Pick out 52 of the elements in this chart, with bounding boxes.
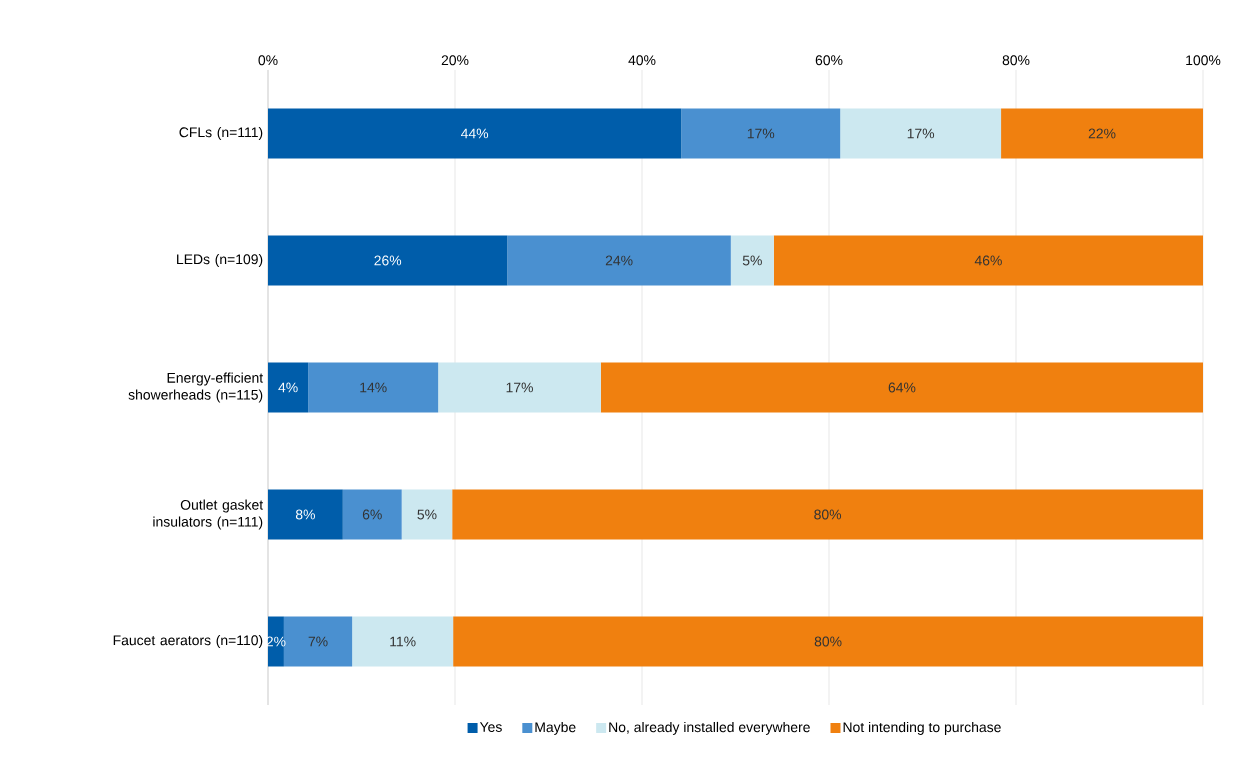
bar: [600, 362, 1204, 413]
bar: [438, 362, 601, 413]
y-tick-label: LEDs (n=109): [177, 254, 263, 267]
data-label: 8%: [295, 509, 315, 520]
bar: [452, 489, 1204, 540]
bar: [352, 616, 454, 667]
bar: [268, 489, 343, 540]
legend-label: Not intending to purchase: [843, 721, 1001, 735]
x-tick-label: 100%: [1186, 55, 1221, 66]
data-label: 44%: [461, 128, 489, 139]
bar: [1001, 108, 1204, 159]
y-tick-label: Faucet aerators (n=110): [113, 635, 263, 648]
x-tick-label: 80%: [1002, 55, 1030, 66]
data-label: 14%: [360, 382, 387, 393]
data-label: 46%: [974, 255, 1002, 266]
bar: [507, 235, 731, 286]
data-label: 7%: [308, 636, 328, 647]
legend-label: Yes: [479, 722, 502, 732]
data-label: 17%: [506, 382, 533, 393]
data-label: 6%: [362, 509, 382, 520]
data-label: 17%: [747, 128, 775, 139]
data-label: 17%: [907, 128, 935, 139]
x-tick-label: 0%: [258, 55, 278, 66]
legend-label: Maybe: [535, 721, 576, 735]
data-label: 22%: [1088, 128, 1116, 139]
data-label: 24%: [605, 255, 633, 266]
y-tick-label: CFLs (n=111): [179, 127, 263, 140]
y-tick-label: Energy-efficient showerheads (n=115): [128, 372, 264, 403]
data-label: 4%: [278, 382, 298, 393]
bar: [453, 616, 1204, 667]
bar: [268, 108, 682, 159]
data-label: 80%: [814, 636, 842, 647]
x-tick-label: 60%: [815, 55, 843, 66]
bar: [773, 235, 1204, 286]
bar: [342, 489, 402, 540]
x-tick-label: 40%: [628, 55, 656, 66]
data-label: 5%: [417, 509, 437, 520]
bar: [681, 108, 841, 159]
data-label: 80%: [814, 509, 842, 520]
bar: [268, 235, 508, 286]
data-label: 5%: [742, 255, 762, 266]
bar: [268, 362, 309, 413]
data-label: 11%: [390, 636, 416, 647]
bar: [401, 489, 453, 540]
bar: [840, 108, 1002, 159]
bar: [730, 235, 774, 286]
x-tick-label: 20%: [441, 55, 469, 66]
data-label: 26%: [374, 255, 402, 266]
legend-label: No, already installed everywhere: [609, 721, 810, 735]
y-tick-label: Outlet gasket insulators (n=111): [153, 499, 264, 530]
bar: [308, 362, 439, 413]
data-label: 64%: [888, 382, 916, 393]
